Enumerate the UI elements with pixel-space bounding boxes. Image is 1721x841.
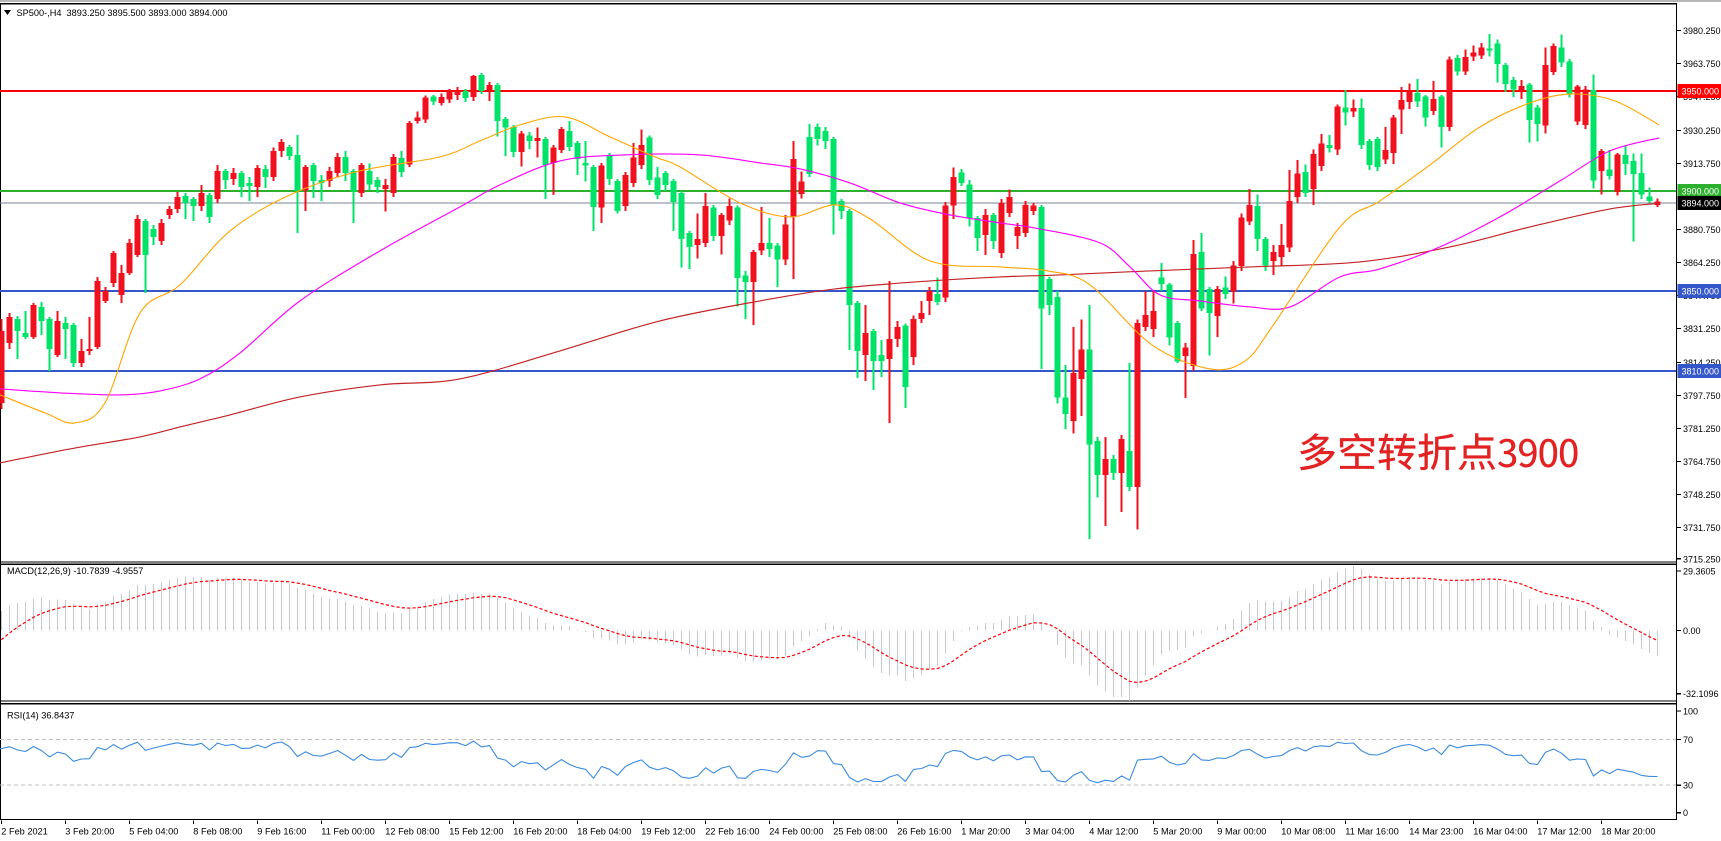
svg-text:15 Feb 12:00: 15 Feb 12:00 <box>449 827 503 837</box>
svg-text:18 Feb 04:00: 18 Feb 04:00 <box>577 827 631 837</box>
svg-text:3797.750: 3797.750 <box>1683 391 1721 401</box>
svg-text:-32.1096: -32.1096 <box>1683 689 1719 699</box>
svg-text:3814.250: 3814.250 <box>1683 358 1721 368</box>
svg-text:3900.000: 3900.000 <box>1682 187 1720 197</box>
svg-text:1 Mar 20:00: 1 Mar 20:00 <box>961 827 1010 837</box>
svg-text:24 Feb 00:00: 24 Feb 00:00 <box>769 827 823 837</box>
svg-text:3731.750: 3731.750 <box>1683 523 1721 533</box>
svg-text:3880.750: 3880.750 <box>1683 225 1721 235</box>
svg-text:4 Mar 12:00: 4 Mar 12:00 <box>1089 827 1138 837</box>
svg-text:3764.750: 3764.750 <box>1683 457 1721 467</box>
svg-text:10 Mar 08:00: 10 Mar 08:00 <box>1281 827 1335 837</box>
svg-text:19 Feb 12:00: 19 Feb 12:00 <box>641 827 695 837</box>
svg-text:70: 70 <box>1683 735 1693 745</box>
svg-text:26 Feb 16:00: 26 Feb 16:00 <box>897 827 951 837</box>
svg-text:3913.750: 3913.750 <box>1683 159 1721 169</box>
svg-text:3864.250: 3864.250 <box>1683 258 1721 268</box>
svg-text:3715.250: 3715.250 <box>1683 555 1721 565</box>
svg-text:3 Mar 04:00: 3 Mar 04:00 <box>1025 827 1074 837</box>
svg-text:22 Feb 16:00: 22 Feb 16:00 <box>705 827 759 837</box>
svg-text:3748.250: 3748.250 <box>1683 490 1721 500</box>
svg-text:3963.750: 3963.750 <box>1683 59 1721 69</box>
svg-text:18 Mar 20:00: 18 Mar 20:00 <box>1601 827 1655 837</box>
svg-text:SP500-,H4 3893.250 3895.500 3: SP500-,H4 3893.250 3895.500 3893.000 389… <box>17 8 228 18</box>
svg-text:30: 30 <box>1683 781 1693 791</box>
svg-text:MACD(12,26,9) -10.7839 -4.9557: MACD(12,26,9) -10.7839 -4.9557 <box>7 566 143 576</box>
svg-text:5 Mar 20:00: 5 Mar 20:00 <box>1153 827 1202 837</box>
svg-text:11 Feb 00:00: 11 Feb 00:00 <box>321 827 374 837</box>
svg-text:3781.250: 3781.250 <box>1683 424 1721 434</box>
svg-text:3950.000: 3950.000 <box>1682 87 1720 97</box>
svg-text:3831.250: 3831.250 <box>1683 324 1721 334</box>
svg-text:25 Feb 08:00: 25 Feb 08:00 <box>833 827 887 837</box>
svg-text:16 Feb 20:00: 16 Feb 20:00 <box>513 827 567 837</box>
svg-text:5 Feb 04:00: 5 Feb 04:00 <box>129 827 178 837</box>
svg-text:9 Mar 00:00: 9 Mar 00:00 <box>1217 827 1266 837</box>
svg-text:3 Feb 20:00: 3 Feb 20:00 <box>65 827 114 837</box>
svg-text:16 Mar 04:00: 16 Mar 04:00 <box>1473 827 1527 837</box>
svg-text:2 Feb 2021: 2 Feb 2021 <box>1 827 48 837</box>
svg-text:9 Feb 16:00: 9 Feb 16:00 <box>257 827 306 837</box>
svg-text:100: 100 <box>1683 706 1698 716</box>
svg-text:3930.250: 3930.250 <box>1683 126 1721 136</box>
svg-text:3850.000: 3850.000 <box>1682 287 1720 297</box>
svg-text:12 Feb 08:00: 12 Feb 08:00 <box>385 827 439 837</box>
svg-text:29.3605: 29.3605 <box>1683 566 1716 576</box>
svg-text:14 Mar 23:00: 14 Mar 23:00 <box>1409 827 1463 837</box>
svg-text:3810.000: 3810.000 <box>1682 367 1720 377</box>
svg-text:0: 0 <box>1683 808 1688 818</box>
svg-text:3980.250: 3980.250 <box>1683 26 1721 36</box>
svg-text:8 Feb 08:00: 8 Feb 08:00 <box>193 827 242 837</box>
svg-text:0.00: 0.00 <box>1683 626 1701 636</box>
svg-text:3894.000: 3894.000 <box>1682 199 1720 209</box>
svg-text:17 Mar 12:00: 17 Mar 12:00 <box>1537 827 1591 837</box>
svg-text:RSI(14) 36.8437: RSI(14) 36.8437 <box>7 711 74 721</box>
svg-text:11 Mar 16:00: 11 Mar 16:00 <box>1345 827 1398 837</box>
